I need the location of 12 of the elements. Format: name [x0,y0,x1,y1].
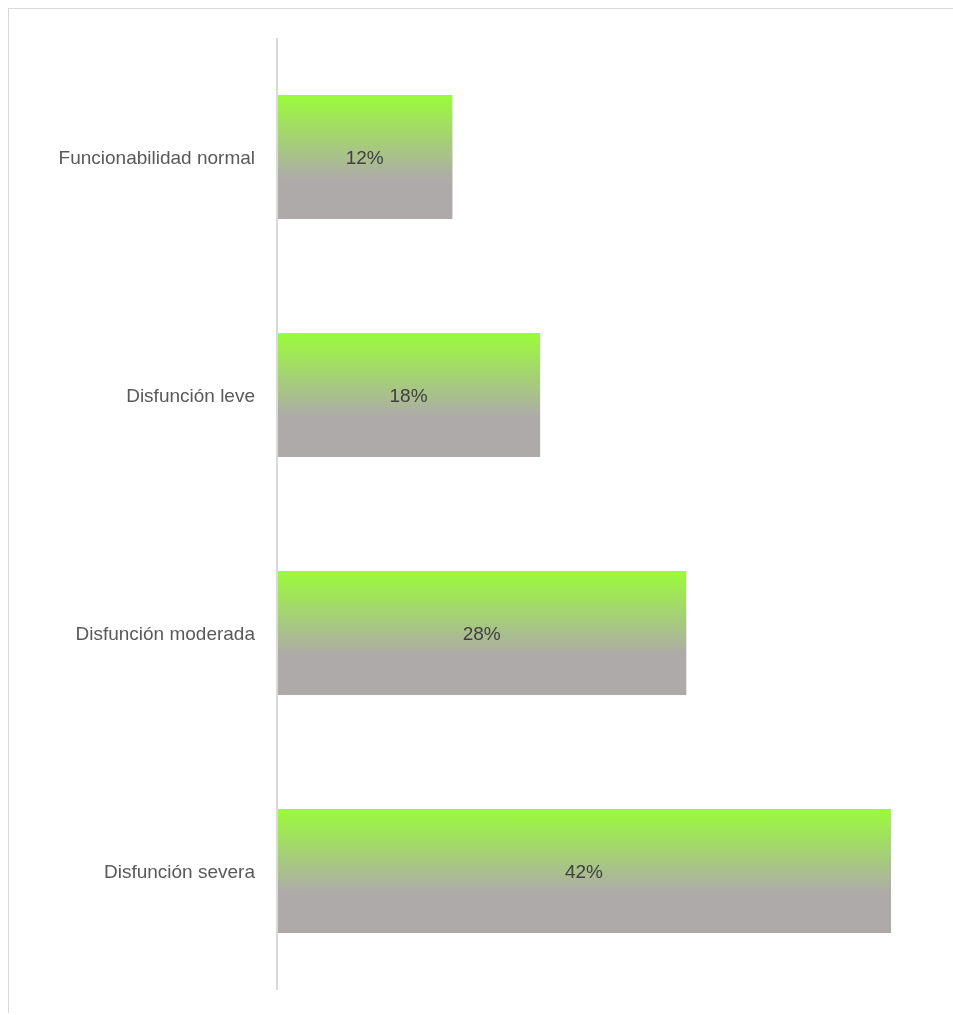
data-label: 42% [564,860,604,882]
bar [277,571,687,696]
data-label: 12% [345,146,384,168]
bar [277,333,541,458]
data-label: 28% [462,622,501,644]
y-tick-label: Disfunción moderada [75,622,256,644]
y-tick-label: Disfunción severa [103,860,256,882]
y-tick-label: Funcionabilidad normal [58,146,255,168]
y-tick-label: Disfunción leve [126,384,255,406]
bar [277,809,891,934]
bar [277,95,453,220]
data-label: 18% [389,384,428,406]
